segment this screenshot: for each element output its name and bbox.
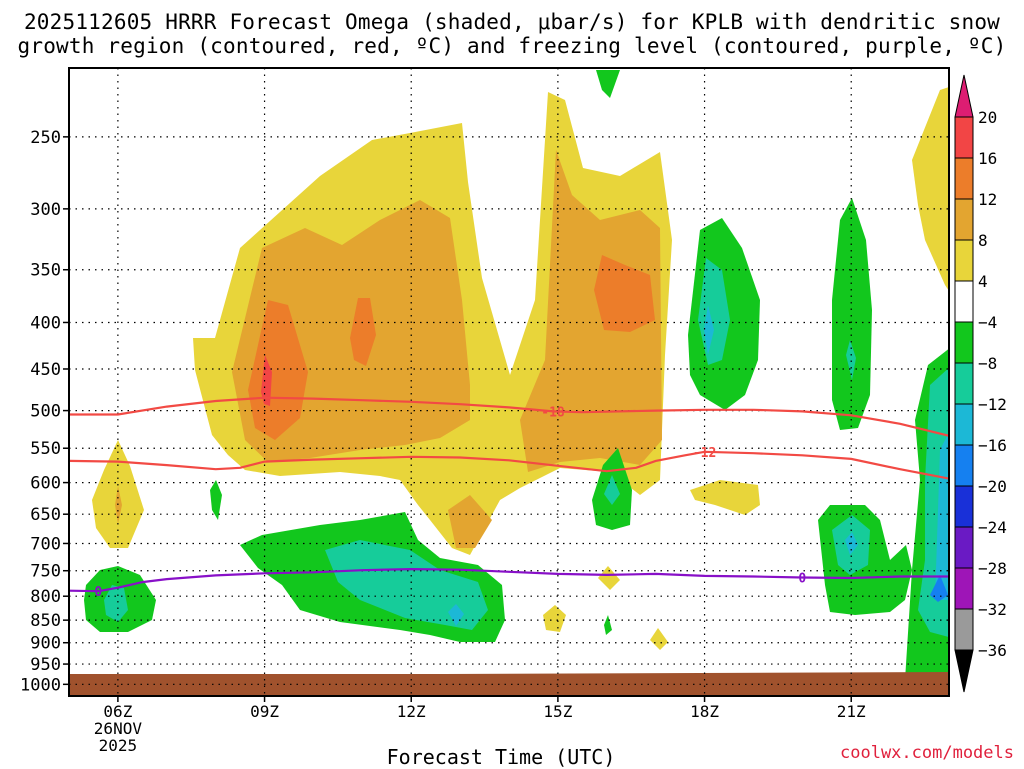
ytick-label-450: 450 <box>30 360 61 380</box>
omega-region-darkorange-9z <box>248 300 308 440</box>
pressure-axis-labels: 250 300 350 400 450 500 550 600 650 700 750 800 850 9… <box>20 128 69 695</box>
colorbar-label-13: −36 <box>978 641 1007 660</box>
colorbar-swatch-12 <box>954 608 974 651</box>
contour-label-freezing-level: 0 <box>798 572 806 587</box>
x-axis-title: Forecast Time (UTC) <box>386 745 616 769</box>
omega-region-red-core <box>261 355 272 406</box>
omega-region-teal-6z <box>104 585 128 622</box>
omega-region-teal-16z <box>604 475 620 505</box>
colorbar-swatch-6 <box>954 362 974 405</box>
omega-region-yellow-16z <box>598 566 620 590</box>
ytick-label-500: 500 <box>30 402 61 422</box>
ytick-label-950: 950 <box>30 655 61 675</box>
ytick-label-300: 300 <box>30 200 61 220</box>
colorbar: 20 16 12 8 4 −4 −8 −12 −16 −20 −24 −28 −32 −36 <box>954 74 1007 693</box>
colorbar-label-11: −28 <box>978 559 1007 578</box>
chart-title-line-1: 2025112605 HRRR Forecast Omega (shaded, … <box>23 10 1001 34</box>
ytick-label-600: 600 <box>30 474 61 494</box>
colorbar-label-3: 8 <box>978 231 988 250</box>
colorbar-label-2: 12 <box>978 190 997 209</box>
xtick-label-21Z: 21Z <box>837 702 866 721</box>
omega-region-darkorange-16z <box>594 255 655 332</box>
ytick-label-850: 850 <box>30 611 61 631</box>
colorbar-label-7: −12 <box>978 395 1007 414</box>
credit-text: coolwx.com/models <box>840 743 1014 763</box>
ytick-label-550: 550 <box>30 439 61 459</box>
omega-region-green-16z-small <box>604 615 612 635</box>
ytick-label-700: 700 <box>30 534 61 554</box>
omega-region-orange-6z <box>115 486 122 524</box>
colorbar-swatch-0 <box>954 116 974 159</box>
colorbar-swatch-9 <box>954 485 974 528</box>
colorbar-label-6: −8 <box>978 354 997 373</box>
ytick-label-750: 750 <box>30 562 61 582</box>
omega-region-green-22z <box>818 348 949 696</box>
colorbar-swatch-11 <box>954 567 974 610</box>
ytick-label-400: 400 <box>30 313 61 333</box>
colorbar-label-9: −20 <box>978 477 1007 496</box>
contour-label-freezing-level: 0 <box>94 585 102 600</box>
contour-label-dgz-minus12: -12 <box>693 446 716 461</box>
omega-region-orange-low <box>448 495 492 548</box>
colorbar-top-arrow <box>954 74 974 118</box>
xtick-label-06Z: 06Z <box>103 702 132 721</box>
omega-region-teal-21z <box>846 340 856 380</box>
colorbar-bottom-arrow <box>954 649 974 693</box>
contour-dgz-minus12 <box>69 450 949 480</box>
contour-freezing-level <box>69 567 949 593</box>
colorbar-swatch-2 <box>954 198 974 241</box>
omega-region-blue-22z <box>930 575 948 602</box>
omega-shading <box>84 70 949 696</box>
colorbar-label-4: 4 <box>978 272 988 291</box>
omega-region-orange-mid <box>520 150 662 472</box>
colorbar-swatch-1 <box>954 157 974 200</box>
temperature-contours: -18 -12 0 0 <box>69 396 949 600</box>
ytick-label-1000: 1000 <box>20 675 61 695</box>
omega-region-yellow-15z <box>543 605 566 632</box>
omega-region-yellow-right <box>912 87 949 291</box>
colorbar-swatch-8 <box>954 444 974 487</box>
ytick-label-650: 650 <box>30 505 61 525</box>
ytick-label-800: 800 <box>30 587 61 607</box>
colorbar-swatch-7 <box>954 403 974 446</box>
chart-title-line-2: growth region (contoured, red, ºC) and f… <box>17 34 1007 58</box>
omega-region-yellow-top <box>596 70 620 98</box>
colorbar-swatch-5 <box>954 321 974 364</box>
contour-dgz-minus18 <box>69 396 949 437</box>
omega-region-yellow-17zb <box>650 628 668 650</box>
colorbar-label-8: −16 <box>978 436 1007 455</box>
terrain-surface <box>69 674 949 696</box>
contour-label-dgz-minus18: -18 <box>541 405 565 420</box>
colorbar-label-0: 20 <box>978 108 997 127</box>
omega-region-green-21z <box>832 198 872 430</box>
xtick-label-12Z: 12Z <box>397 702 426 721</box>
time-gridlines <box>117 68 852 696</box>
colorbar-label-5: −4 <box>978 313 997 332</box>
colorbar-label-12: −32 <box>978 600 1007 619</box>
omega-region-darkorange-10z <box>350 298 376 366</box>
colorbar-swatch-4 <box>954 280 974 323</box>
omega-region-yellow-17z <box>690 480 760 515</box>
xtick-sublabel-0: 26NOV <box>94 719 143 738</box>
colorbar-swatch-3 <box>954 239 974 282</box>
ytick-label-250: 250 <box>30 128 61 148</box>
omega-region-yellow-small-8z <box>210 480 222 520</box>
plot-frame <box>68 67 950 697</box>
xtick-sublabel-1: 2025 <box>99 736 138 755</box>
colorbar-label-10: −24 <box>978 518 1007 537</box>
omega-region-teal-low-level <box>325 540 488 630</box>
colorbar-label-1: 16 <box>978 149 997 168</box>
omega-region-teal-22z <box>832 367 949 638</box>
xtick-label-09Z: 09Z <box>250 702 279 721</box>
omega-region-cyan-18z <box>704 305 714 355</box>
omega-region-cyan-13z <box>448 604 464 626</box>
ytick-label-350: 350 <box>30 261 61 281</box>
xtick-label-18Z: 18Z <box>690 702 719 721</box>
colorbar-swatch-10 <box>954 526 974 569</box>
ytick-label-900: 900 <box>30 634 61 654</box>
xtick-label-15Z: 15Z <box>543 702 572 721</box>
